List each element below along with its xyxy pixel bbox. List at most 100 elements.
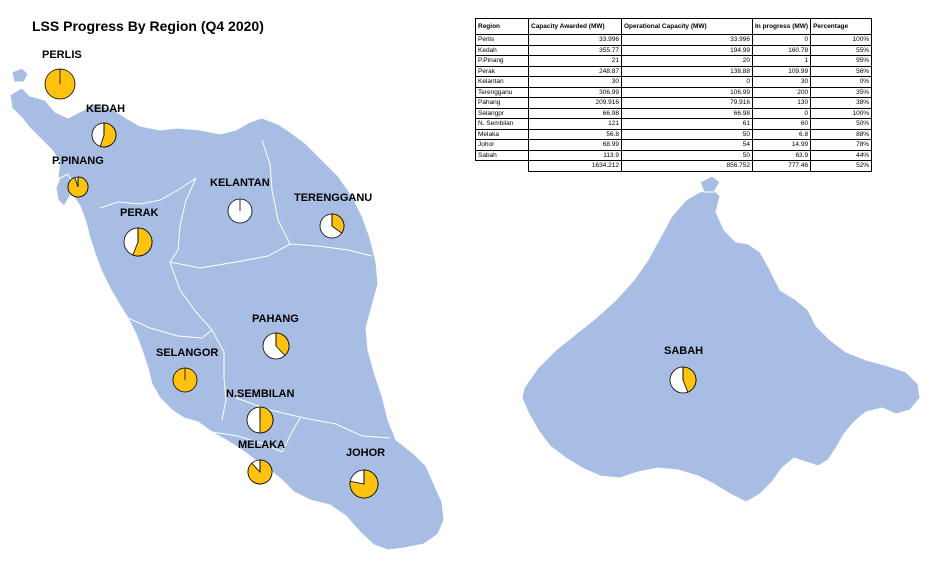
land-group (9, 67, 921, 551)
table-cell-value: 0 (751, 107, 812, 119)
label-selangor: SELANGOR (156, 347, 218, 359)
table-cell-region: Perlis (475, 34, 529, 46)
table-row: Perak 248.87 138.88 109.99 56% (475, 65, 873, 77)
table-cell-value: 30 (528, 76, 622, 88)
table-cell-value: 121 (528, 118, 622, 130)
table-cell-value: 30 (751, 76, 812, 88)
label-terengganu: TERENGGANU (294, 192, 372, 204)
pie-ppinang (67, 176, 89, 198)
header-in-progress: In progress (MW) (751, 18, 812, 35)
map-title: LSS Progress By Region (Q4 2020) (32, 18, 264, 34)
table-cell-value: 209.916 (528, 97, 622, 109)
border-perak-kedah (99, 177, 197, 209)
header-region: Region (475, 18, 529, 35)
table-cell-value: 14.99 (751, 139, 812, 151)
label-johor: JOHOR (346, 447, 385, 459)
pie-kelantan (227, 198, 253, 224)
table-cell-value: 248.87 (528, 65, 622, 77)
table-cell-value: 113.9 (528, 149, 622, 161)
table-cell-value: 106.99 (621, 86, 753, 98)
header-operational-capacity: Operational Capacity (MW) (621, 18, 753, 35)
table-row: N. Sembilan 121 61 60 50% (475, 118, 873, 130)
table-cell-value: 33.996 (621, 34, 753, 46)
table-cell-value: 56% (810, 65, 873, 77)
table-row: P.Pinang 21 20 1 95% (475, 55, 873, 67)
table-cell-value: 0% (810, 76, 873, 88)
pie-slice-operational (275, 332, 290, 357)
table-cell-region: Terengganu (475, 86, 529, 98)
header-capacity-awarded: Capacity Awarded (MW) (528, 18, 622, 35)
table-body: Perlis 33.996 33.996 0 100% Kedah 355.77 194.99… (475, 34, 873, 172)
table-cell-value: 306.99 (528, 86, 622, 98)
table-cell-value: 0 (751, 34, 812, 46)
table-cell-value: 44% (810, 149, 873, 161)
lss-progress-table: Region Capacity Awarded (MW) Operational… (475, 18, 873, 172)
pie-slice-operational (132, 227, 153, 257)
label-kedah: KEDAH (86, 103, 125, 115)
table-cell-value: 78% (810, 139, 873, 151)
table-cell-value: 79.916 (621, 97, 753, 109)
table-row: Perlis 33.996 33.996 0 100% (475, 34, 873, 46)
table-cell-value: 33.996 (528, 34, 622, 46)
table-cell-region: Melaka (475, 128, 529, 140)
table-cell-value: 61 (621, 118, 753, 130)
table-cell-value: 100% (810, 107, 873, 119)
table-cell-value: 20 (621, 55, 753, 67)
pie-slice-operational (331, 213, 345, 234)
table-cell-value: 63.9 (751, 149, 812, 161)
table-cell-value: 95% (810, 55, 873, 67)
label-perlis: PERLIS (42, 49, 82, 61)
label-melaka: MELAKA (238, 439, 285, 451)
table-cell-value: 88% (810, 128, 873, 140)
table-row: Kedah 355.77 194.99 160.78 55% (475, 44, 873, 56)
table-row: Johor 68.99 54 14.99 78% (475, 139, 873, 151)
table-cell-region: P.Pinang (475, 55, 529, 67)
table-cell-value: 100% (810, 34, 873, 46)
pie-melaka (247, 459, 273, 485)
table-cell-value: 66.98 (621, 107, 753, 119)
border-pahang-north (169, 243, 373, 269)
table-total-blank (475, 160, 529, 171)
table-cell-value: 60 (751, 118, 812, 130)
pie-slice-operational (349, 469, 379, 499)
table-cell-value: 355.77 (528, 44, 622, 56)
table-cell-value: 160.78 (751, 44, 812, 56)
label-kelantan: KELANTAN (210, 177, 270, 189)
table-cell-value: 66.98 (528, 107, 622, 119)
table-cell-value: 68.99 (528, 139, 622, 151)
table-cell-value: 200 (751, 86, 812, 98)
pie-nsembilan (246, 406, 274, 434)
table-row: Selangpr 66.98 66.98 0 100% (475, 107, 873, 119)
table-cell-region: Pahang (475, 97, 529, 109)
border-melaka (211, 431, 283, 453)
table-cell-value: 1 (751, 55, 812, 67)
label-nsembilan: N.SEMBILAN (226, 388, 295, 400)
table-cell-value: 109.99 (751, 65, 812, 77)
header-percentage: Percentage (810, 18, 873, 35)
table-cell-value: 35% (810, 86, 873, 98)
label-ppinang: P.PINANG (52, 155, 104, 167)
table-total-row: 1634.212 856.752 777.46 52% (475, 160, 873, 172)
table-row: Terengganu 306.99 106.99 200 35% (475, 86, 873, 98)
table-cell-value: 50 (621, 128, 753, 140)
table-total-value: 856.752 (621, 160, 753, 172)
pie-sabah (669, 366, 697, 394)
peninsular-malaysia (9, 87, 445, 551)
table-cell-value: 56.8 (528, 128, 622, 140)
table-row: Pahang 209.916 79.916 130 38% (475, 97, 873, 109)
table-cell-value: 0 (621, 76, 753, 88)
langkawi-island (11, 67, 29, 83)
table-cell-value: 130 (751, 97, 812, 109)
label-sabah: SABAH (664, 345, 703, 357)
sabah (521, 187, 921, 503)
table-cell-region: Kedah (475, 44, 529, 56)
region-labels: PERLIS KEDAH P.PINANG PERAK KELANTAN TER… (42, 49, 703, 459)
table-cell-region: Sabah (475, 149, 529, 161)
table-cell-value: 138.88 (621, 65, 753, 77)
banggi-island (699, 175, 721, 193)
border-nsembilan-johor (281, 417, 301, 453)
pie-pahang (262, 332, 290, 360)
border-nsembilan-north (211, 329, 227, 421)
pie-terengganu (319, 213, 345, 239)
